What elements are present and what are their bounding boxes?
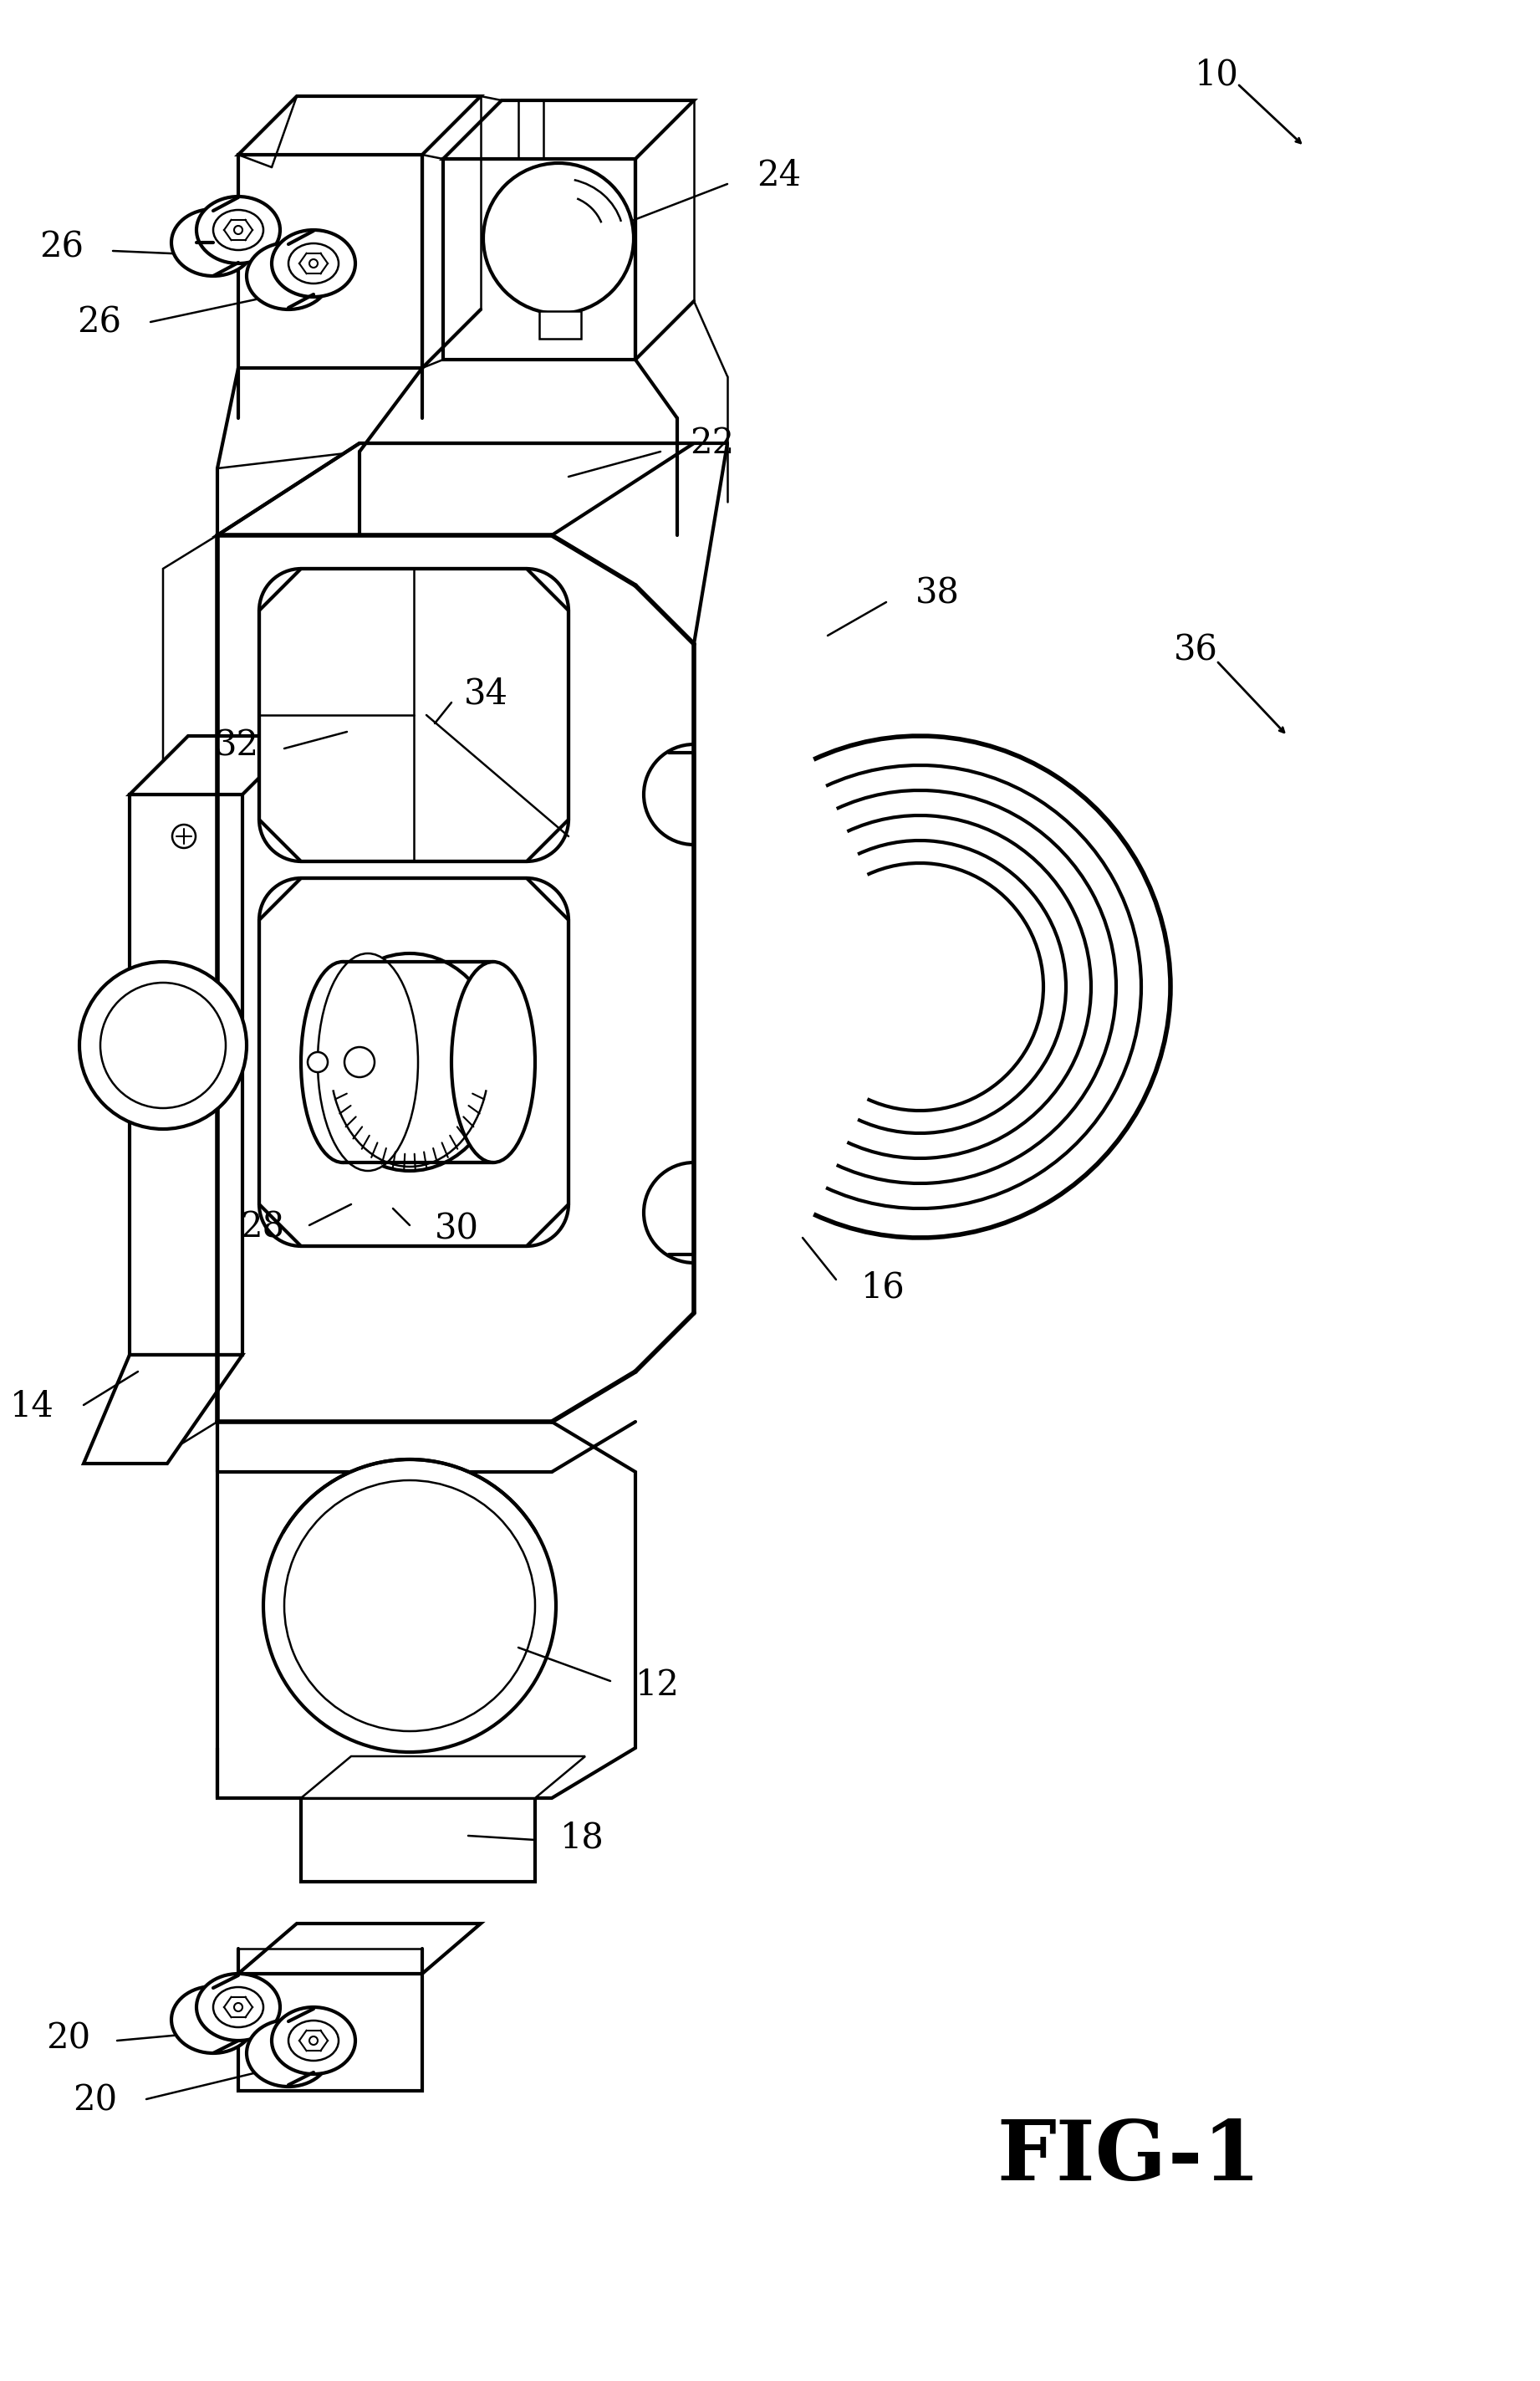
Circle shape (310, 260, 317, 267)
Ellipse shape (213, 1988, 263, 2026)
Ellipse shape (288, 243, 339, 283)
Polygon shape (444, 160, 636, 360)
Polygon shape (217, 536, 695, 1421)
Ellipse shape (300, 962, 385, 1162)
Polygon shape (217, 1421, 636, 1798)
Ellipse shape (213, 210, 263, 250)
Polygon shape (259, 879, 568, 1245)
Ellipse shape (271, 231, 356, 298)
Text: 18: 18 (561, 1821, 604, 1855)
Text: 26: 26 (40, 229, 83, 264)
Circle shape (308, 1052, 328, 1071)
Ellipse shape (246, 243, 330, 310)
Text: 30: 30 (434, 1212, 479, 1248)
Text: 26: 26 (77, 305, 122, 340)
Ellipse shape (271, 2007, 356, 2074)
Polygon shape (444, 100, 695, 160)
Ellipse shape (317, 952, 417, 1171)
Circle shape (100, 983, 226, 1107)
Text: 28: 28 (240, 1210, 285, 1245)
Polygon shape (217, 452, 359, 560)
Polygon shape (343, 962, 493, 1162)
Text: 14: 14 (11, 1388, 54, 1424)
Ellipse shape (317, 952, 502, 1171)
Text: 20: 20 (46, 2021, 91, 2057)
Text: 32: 32 (214, 729, 259, 764)
Text: 24: 24 (756, 157, 801, 193)
Circle shape (263, 1460, 556, 1752)
Polygon shape (300, 1757, 585, 1798)
Text: 22: 22 (690, 426, 735, 462)
Circle shape (484, 162, 634, 314)
Polygon shape (300, 1798, 534, 1881)
Ellipse shape (171, 210, 256, 276)
Circle shape (345, 1048, 374, 1076)
Polygon shape (239, 1924, 480, 1974)
Text: 20: 20 (72, 2083, 117, 2119)
Polygon shape (239, 95, 480, 155)
Polygon shape (239, 1974, 422, 2091)
Circle shape (234, 226, 242, 233)
Ellipse shape (288, 2021, 339, 2060)
Circle shape (234, 2002, 242, 2012)
Polygon shape (163, 536, 217, 1455)
Polygon shape (129, 795, 242, 1355)
Ellipse shape (451, 962, 534, 1162)
Text: FIG-1: FIG-1 (996, 2117, 1261, 2198)
Polygon shape (259, 569, 568, 862)
Circle shape (172, 824, 196, 848)
Circle shape (80, 962, 246, 1129)
Polygon shape (239, 155, 422, 369)
Text: 12: 12 (636, 1667, 679, 1702)
Text: 38: 38 (915, 576, 959, 612)
Polygon shape (129, 736, 300, 795)
Text: 34: 34 (464, 676, 508, 712)
Circle shape (310, 2036, 317, 2045)
Polygon shape (217, 443, 695, 536)
Text: 10: 10 (1195, 57, 1238, 93)
Polygon shape (539, 312, 581, 338)
Ellipse shape (197, 1974, 280, 2041)
Ellipse shape (171, 1986, 256, 2052)
Ellipse shape (246, 2019, 330, 2086)
Text: 36: 36 (1173, 633, 1218, 669)
Text: 16: 16 (861, 1271, 906, 1305)
Ellipse shape (197, 198, 280, 264)
Polygon shape (83, 1355, 242, 1464)
